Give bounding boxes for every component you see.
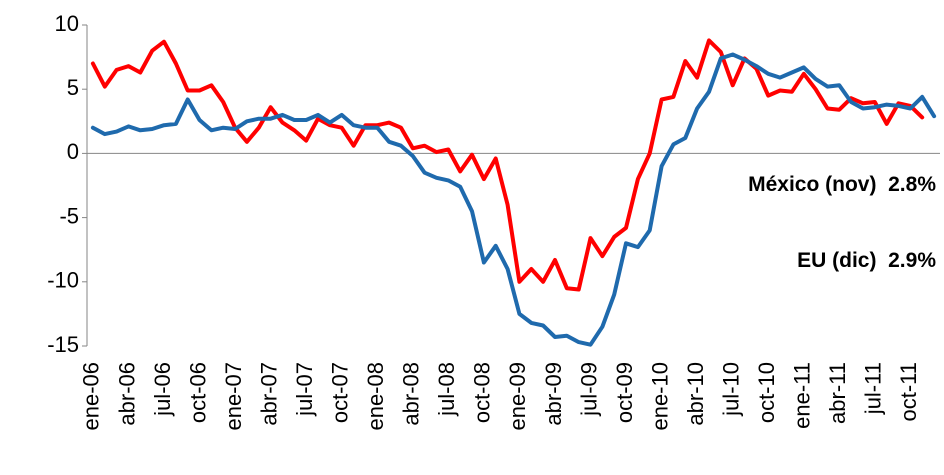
x-tick-label: jul-07 [292, 362, 317, 417]
y-tick-label: -5 [59, 203, 79, 228]
x-tick-label: abr-09 [541, 362, 566, 426]
x-tick-label: oct-07 [328, 362, 353, 423]
x-tick-label: oct-11 [896, 362, 921, 422]
x-tick-label: jul-08 [434, 362, 459, 417]
x-tick-label: oct-10 [754, 362, 779, 423]
annotation: México (nov) 2.8% [748, 173, 936, 196]
x-tick-label: ene-10 [647, 362, 672, 431]
x-tick-label: abr-08 [399, 362, 424, 426]
x-tick-label: abr-10 [683, 362, 708, 426]
annotation: EU (dic) 2.9% [797, 249, 936, 272]
x-tick-label: ene-07 [221, 362, 246, 431]
y-tick-label: 10 [55, 11, 79, 36]
x-tick-label: ene-08 [363, 362, 388, 431]
y-tick-label: 5 [67, 75, 79, 100]
y-tick-label: 0 [67, 139, 79, 164]
x-tick-label: oct-09 [612, 362, 637, 423]
series-line [90, 52, 937, 347]
y-tick-label: -15 [47, 332, 79, 357]
x-tick-label: jul-10 [718, 362, 743, 417]
x-tick-label: abr-11 [825, 362, 850, 424]
x-tick-label: ene-06 [79, 362, 104, 431]
x-tick-label: oct-08 [470, 362, 495, 423]
y-tick-label: -10 [47, 268, 79, 293]
x-tick-label: ene-09 [505, 362, 530, 431]
x-tick-label: jul-11 [861, 362, 886, 415]
x-tick-label: abr-06 [114, 362, 139, 426]
x-tick-label: abr-07 [256, 362, 281, 426]
x-tick-label: ene-11 [790, 362, 815, 429]
x-tick-label: jul-09 [576, 362, 601, 417]
series-line [90, 38, 925, 292]
x-tick-label: jul-06 [150, 362, 175, 417]
x-tick-label: oct-06 [185, 362, 210, 423]
